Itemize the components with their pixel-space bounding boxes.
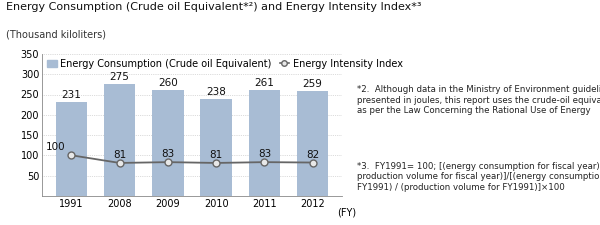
Bar — [297, 91, 328, 196]
Text: 261: 261 — [254, 78, 274, 88]
Text: 81: 81 — [113, 150, 126, 160]
Text: Energy Consumption (Crude oil Equivalent*²) and Energy Intensity Index*³: Energy Consumption (Crude oil Equivalent… — [6, 2, 421, 12]
Text: 260: 260 — [158, 79, 178, 88]
Text: 81: 81 — [209, 150, 223, 160]
Bar — [56, 102, 87, 196]
Bar — [249, 90, 280, 196]
Text: *2.  Although data in the Ministry of Environment guidelines are
presented in jo: *2. Although data in the Ministry of Env… — [357, 86, 600, 115]
Text: (FY): (FY) — [337, 207, 356, 217]
Text: 83: 83 — [161, 149, 175, 159]
Text: 231: 231 — [61, 90, 81, 100]
Text: 83: 83 — [258, 149, 271, 159]
Text: 238: 238 — [206, 87, 226, 97]
Text: (Thousand kiloliters): (Thousand kiloliters) — [6, 29, 106, 39]
Text: 259: 259 — [303, 79, 323, 89]
Text: 275: 275 — [110, 72, 130, 82]
Bar — [152, 90, 184, 196]
Text: *3.  FY1991= 100; [(energy consumption for fiscal year) / (annual
production vol: *3. FY1991= 100; [(energy consumption fo… — [357, 162, 600, 192]
Bar — [200, 99, 232, 196]
Legend: Energy Consumption (Crude oil Equivalent), Energy Intensity Index: Energy Consumption (Crude oil Equivalent… — [47, 59, 403, 69]
Bar — [104, 84, 135, 196]
Text: 82: 82 — [306, 150, 319, 160]
Text: 100: 100 — [46, 142, 65, 152]
